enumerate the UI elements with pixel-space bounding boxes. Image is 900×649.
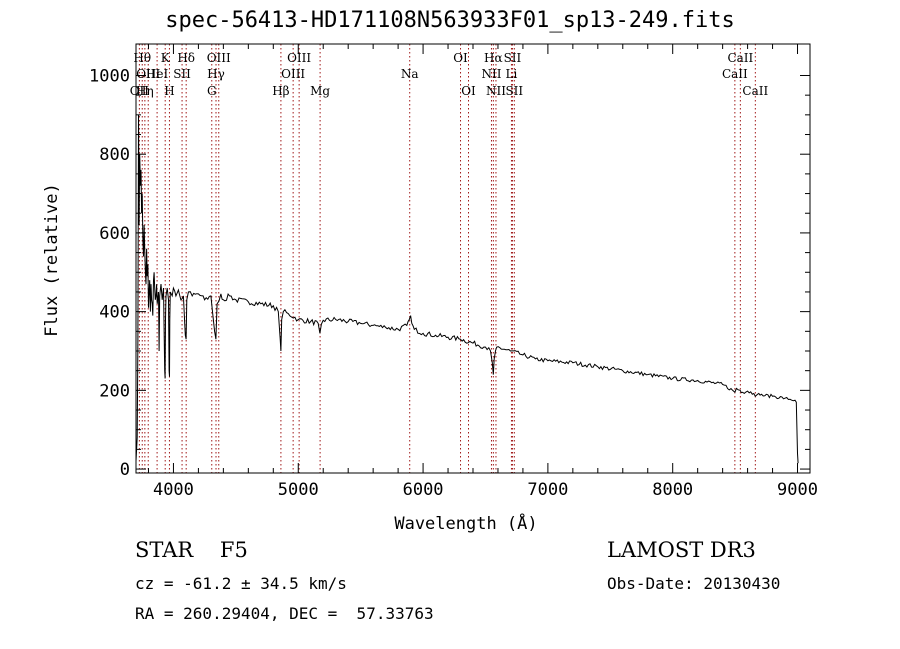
spectral-line-label: CaII xyxy=(742,84,768,98)
redshift-cz: cz = -61.2 ± 34.5 km/s xyxy=(135,574,347,593)
spectral-line-label: SII xyxy=(504,51,522,65)
y-tick-label: 400 xyxy=(99,303,130,323)
x-tick-label: 4000 xyxy=(153,480,194,500)
spectral-line-label: SII xyxy=(173,67,191,81)
spectral-line-label: SII xyxy=(505,84,523,98)
spectral-line-label: Mg xyxy=(310,84,330,98)
spectral-line-label: CaII xyxy=(722,67,748,81)
spectral-line-labels: OIIHθHηOIIIHeIKHSIIHδGHγOIIIHβOIIIOIIIMg… xyxy=(130,51,769,98)
spectral-line-label: H xyxy=(164,84,174,98)
spectral-line-label: OIII xyxy=(136,67,160,81)
spectral-line-label: Hγ xyxy=(207,67,225,81)
spectral-line-label: OI xyxy=(461,84,476,98)
spectral-line-label: Hα xyxy=(484,51,503,65)
spectral-line-markers xyxy=(138,44,756,473)
x-tick-label: 9000 xyxy=(777,480,818,500)
observation-date: Obs-Date: 20130430 xyxy=(607,574,781,593)
spectral-line-label: OIII xyxy=(207,51,231,65)
spectral-line-label: Hδ xyxy=(177,51,195,65)
y-axis-label: Flux (relative) xyxy=(42,183,62,337)
spectral-line-label: NII xyxy=(481,67,501,81)
spectral-line-label: OIII xyxy=(287,51,311,65)
spectral-line-label: OI xyxy=(453,51,468,65)
spectral-line-label: Hβ xyxy=(272,84,289,98)
chart-title: spec-56413-HD171108N563933F01_sp13-249.f… xyxy=(165,8,735,33)
spectral-line-label: Hθ xyxy=(133,51,151,65)
spectral-line-label: OIII xyxy=(281,67,305,81)
spectral-line-label: Hη xyxy=(136,84,154,98)
y-tick-label: 0 xyxy=(120,460,130,480)
x-tick-label: 5000 xyxy=(278,480,319,500)
spectral-line-label: CaII xyxy=(727,51,753,65)
spectral-line-label: G xyxy=(207,84,217,98)
x-tick-label: 8000 xyxy=(652,480,693,500)
y-tick-label: 800 xyxy=(99,145,130,165)
survey-name: LAMOST DR3 xyxy=(607,538,756,562)
spectral-line-label: OII xyxy=(130,84,150,98)
y-tick-label: 600 xyxy=(99,224,130,244)
x-tick-label: 7000 xyxy=(527,480,568,500)
spectral-line-label: K xyxy=(161,51,171,65)
spectrum-series-line xyxy=(135,114,799,464)
x-tick-label: 6000 xyxy=(403,480,444,500)
spectral-line-label: Na xyxy=(401,67,419,81)
ra-dec-coordinates: RA = 260.29404, DEC = 57.33763 xyxy=(135,604,434,623)
spectral-line-label: NII xyxy=(486,84,506,98)
spectral-line-label: Li xyxy=(506,67,518,81)
y-tick-label: 200 xyxy=(99,381,130,401)
spectral-line-label: HeI xyxy=(146,67,169,81)
chart-axes: 4000 5000 6000 7000 8000 9000 0 200 400 600 800 100… xyxy=(89,43,818,500)
plot-frame xyxy=(135,43,811,474)
x-axis-label: Wavelength (Å) xyxy=(394,512,537,534)
object-class: STAR F5 xyxy=(135,538,248,562)
y-tick-label: 1000 xyxy=(89,66,130,86)
